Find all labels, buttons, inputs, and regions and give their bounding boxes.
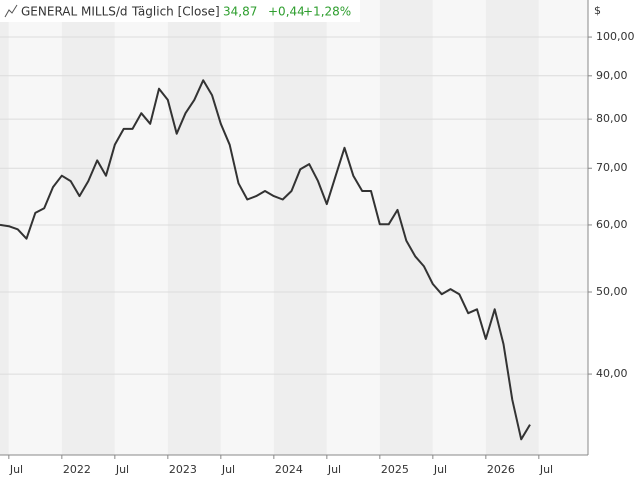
x-tick-label: Jul bbox=[115, 463, 129, 476]
y-tick-label: 100,00 bbox=[596, 30, 635, 43]
y-tick-label: 80,00 bbox=[596, 112, 628, 125]
x-tick-label: 2022 bbox=[63, 463, 91, 476]
x-tick-label: Jul bbox=[327, 463, 341, 476]
band bbox=[61, 0, 115, 455]
x-tick-label: Jul bbox=[221, 463, 235, 476]
band bbox=[0, 0, 9, 455]
x-tick-label: 2026 bbox=[487, 463, 515, 476]
y-tick-label: 40,00 bbox=[596, 367, 628, 380]
band bbox=[485, 0, 539, 455]
band bbox=[326, 0, 380, 455]
x-tick-label: Jul bbox=[9, 463, 23, 476]
change-pct: +1,28% bbox=[303, 5, 351, 19]
x-tick-label: 2024 bbox=[275, 463, 303, 476]
band bbox=[8, 0, 62, 455]
x-tick-label: Jul bbox=[433, 463, 447, 476]
header-bg bbox=[0, 0, 360, 22]
x-tick-label: 2023 bbox=[169, 463, 197, 476]
band bbox=[538, 0, 588, 455]
band bbox=[432, 0, 486, 455]
y-tick-label: 50,00 bbox=[596, 285, 628, 298]
y-tick-label: 60,00 bbox=[596, 218, 628, 231]
chart-title: GENERAL MILLS/d bbox=[21, 5, 128, 19]
chart-subtitle: Täglich [Close] bbox=[131, 5, 220, 19]
chart-icon bbox=[4, 4, 18, 18]
y-unit: $ bbox=[594, 4, 601, 17]
bands bbox=[0, 0, 588, 455]
band bbox=[379, 0, 433, 455]
band bbox=[167, 0, 221, 455]
x-tick-label: Jul bbox=[539, 463, 553, 476]
plot: 40,00 50,00 60,00 70,00 80,00 90,00 100,00 Jul 2… bbox=[0, 0, 635, 476]
y-tick-label: 70,00 bbox=[596, 161, 628, 174]
x-tick-label: 2025 bbox=[381, 463, 409, 476]
change: +0,44 bbox=[268, 5, 305, 19]
band bbox=[114, 0, 168, 455]
last-value: 34,87 bbox=[223, 5, 257, 19]
price-line bbox=[0, 79, 531, 441]
band bbox=[273, 0, 327, 455]
y-tick-label: 90,00 bbox=[596, 69, 628, 82]
band bbox=[220, 0, 274, 455]
